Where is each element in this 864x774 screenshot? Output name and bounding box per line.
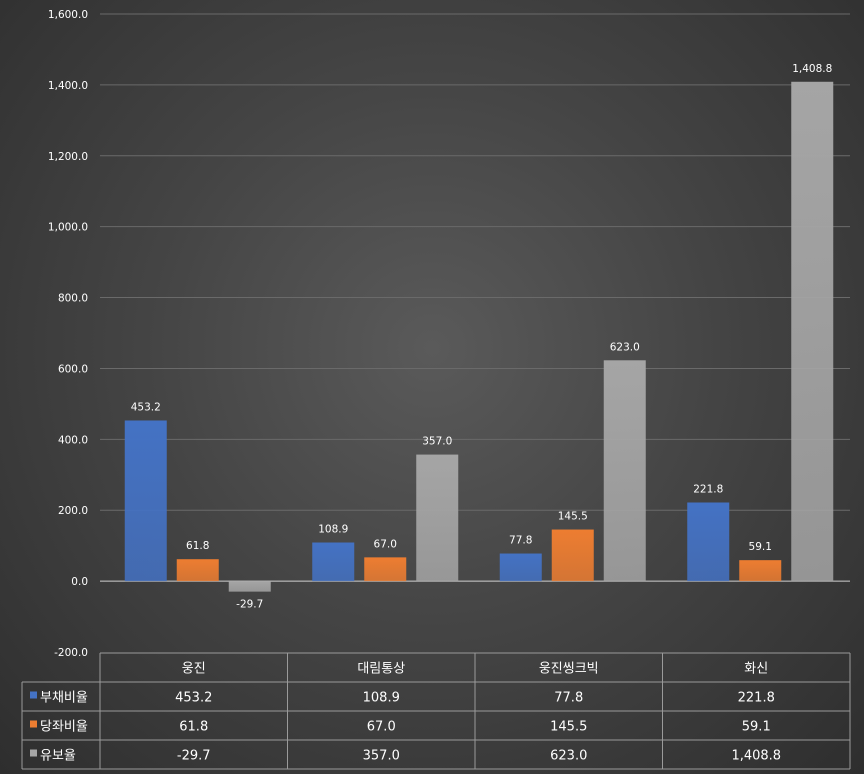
data-label: 145.5 [558,511,588,523]
table-row-label: 유보율 [40,749,76,764]
table-row-label: 당좌비율 [40,720,88,735]
y-tick-label: 1,200.0 [48,151,88,163]
data-label: 221.8 [693,483,723,495]
bar [687,502,730,582]
y-tick-label: 200.0 [58,505,88,517]
y-tick-label: 0.0 [71,576,88,588]
legend-key [30,691,37,699]
bar [312,542,355,582]
y-tick-label: -200.0 [54,647,88,659]
bar [416,454,459,582]
table-cell: 623.0 [550,749,587,764]
gridlines [100,13,850,582]
table-header-cell: 대림통상 [357,662,405,677]
table-cell: 357.0 [363,749,400,764]
table-header-cell: 웅진 [182,662,206,677]
bar [124,420,167,582]
data-label: 1,408.8 [792,63,832,75]
data-labels: 453.2 61.8 -29.7 108.9 67.0 357.0 77.8 145.5 623… [131,63,833,611]
data-label: -29.7 [236,599,263,611]
data-label: 453.2 [131,401,161,413]
legend-key [30,749,37,757]
y-tick-label: 800.0 [58,293,88,305]
legend-key [30,720,37,728]
y-axis: -200.0 0.0 200.0 400.0 600.0 800.0 1,000.0 1,20… [48,9,88,659]
bar [551,529,594,582]
bar [499,553,542,582]
table-cell: 145.5 [550,720,587,735]
data-label: 67.0 [374,538,397,550]
bar [791,81,834,582]
table-row-label: 부채비율 [40,691,88,706]
table-cell: 61.8 [179,720,208,735]
table-cell: 59.1 [742,720,771,735]
bar [364,557,407,582]
y-tick-label: 1,600.0 [48,9,88,21]
data-label: 623.0 [610,341,640,353]
bar [228,581,271,592]
table-cell: 108.9 [363,691,400,706]
y-tick-label: 400.0 [58,434,88,446]
table-cell: 221.8 [738,691,775,706]
table-cell: 67.0 [367,720,396,735]
data-label: 357.0 [422,436,452,448]
table-cell: 453.2 [175,691,212,706]
data-label: 59.1 [749,541,772,553]
y-tick-label: 600.0 [58,363,88,375]
table-header-cell: 웅진씽크빅 [539,662,599,677]
bar [603,360,646,582]
table-header-cell: 화신 [744,662,768,677]
y-tick-label: 1,000.0 [48,222,88,234]
data-label: 77.8 [509,535,532,547]
data-label: 61.8 [186,540,209,552]
table-cell: 1,408.8 [731,749,781,764]
data-label: 108.9 [318,524,348,536]
y-tick-label: 1,400.0 [48,80,88,92]
bar [176,559,219,582]
table-cell: -29.7 [177,749,211,764]
bar [739,560,782,582]
bars [124,81,834,592]
table-cell: 77.8 [554,691,583,706]
